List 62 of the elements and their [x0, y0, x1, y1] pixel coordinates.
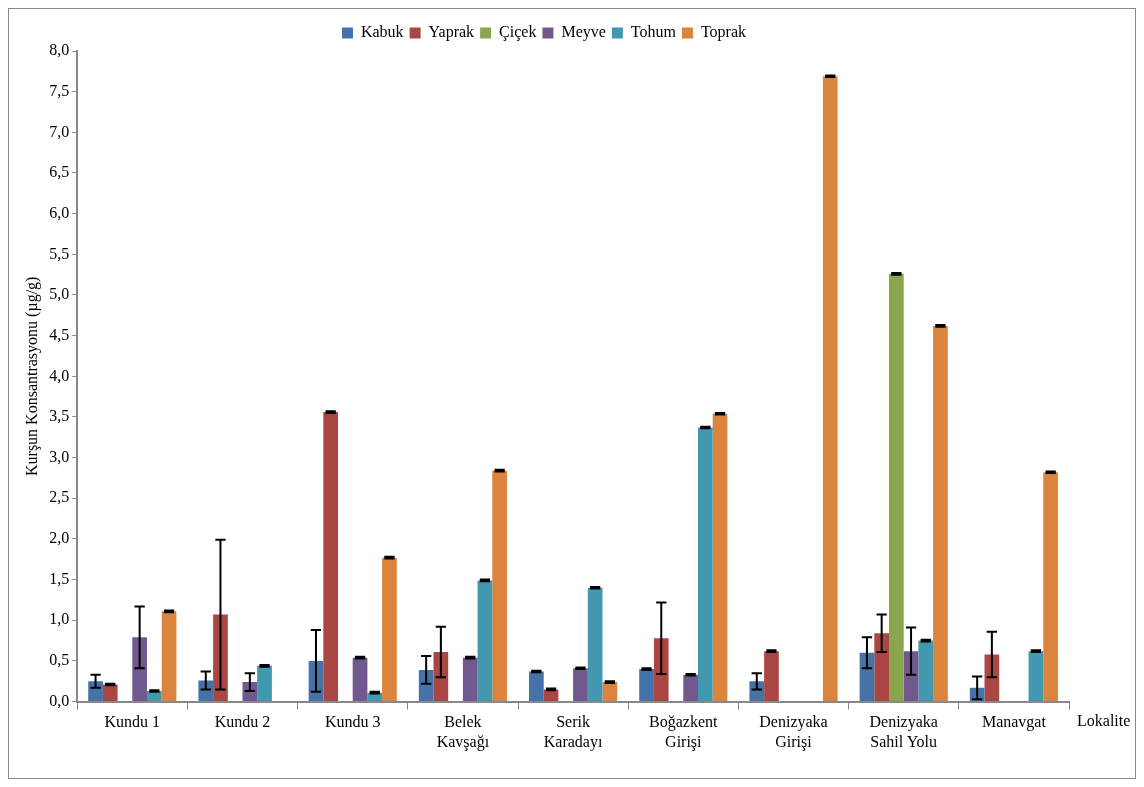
bar — [257, 665, 272, 702]
legend-label: Toprak — [700, 23, 747, 42]
bar — [492, 470, 507, 702]
bar — [918, 640, 934, 702]
bar — [697, 427, 713, 702]
x-tick-label: Belek Kavşağı — [436, 713, 490, 751]
y-tick-label: 2,0 — [49, 529, 70, 547]
legend-label: Kabuk — [360, 23, 404, 41]
bar — [573, 668, 588, 702]
x-tick-label: Kundu 3 — [324, 713, 381, 731]
legend-label: Çiçek — [499, 23, 537, 42]
y-axis-title: Kurşun Konsantrasyonu (µg/g) — [22, 276, 41, 477]
x-tick-label: Denizyaka Girişi — [759, 713, 828, 751]
bar — [602, 682, 618, 702]
bar — [102, 684, 118, 702]
bar — [132, 637, 147, 702]
bar — [889, 273, 904, 702]
bar — [587, 587, 603, 702]
y-tick-label: 6,5 — [49, 163, 70, 181]
bar — [462, 657, 478, 702]
x-tick-label: Serik Karadayı — [543, 713, 603, 751]
x-tick-label: Manavgat — [981, 713, 1047, 732]
bar — [822, 76, 838, 702]
y-tick-label: 7,0 — [49, 122, 70, 140]
bar — [1043, 472, 1058, 702]
y-tick-label: 6,0 — [49, 203, 70, 221]
legend-label: Tohum — [630, 23, 677, 41]
bar — [653, 638, 669, 702]
y-tick-label: 7,5 — [49, 81, 70, 99]
bar — [352, 657, 368, 702]
y-tick-label: 8,0 — [49, 41, 70, 59]
bar — [161, 611, 177, 702]
bar — [1028, 651, 1044, 702]
bar — [683, 674, 698, 702]
bar — [529, 671, 544, 702]
y-tick-label: 3,0 — [49, 447, 70, 465]
y-tick-label: 4,5 — [49, 325, 70, 343]
y-tick-label: 1,0 — [49, 610, 70, 628]
x-tick-label: Boğazkent Girişi — [649, 713, 719, 751]
bar — [712, 413, 728, 702]
bar — [764, 651, 779, 702]
y-tick-label: 0,5 — [49, 651, 70, 669]
x-tick-label: Kundu 2 — [214, 713, 271, 731]
bar — [639, 669, 654, 702]
x-tick-label: Kundu 1 — [104, 713, 161, 731]
y-tick-label: 4,0 — [49, 366, 70, 384]
x-tick-label: Denizyaka Sahil Yolu — [869, 713, 938, 750]
y-tick-label: 0,0 — [49, 691, 70, 709]
bar — [933, 325, 948, 702]
bar — [382, 557, 397, 702]
y-tick-label: 1,5 — [49, 569, 70, 587]
bar — [477, 580, 493, 702]
bar — [323, 412, 339, 702]
legend-label: Meyve — [561, 23, 606, 42]
legend-label: Yaprak — [428, 23, 475, 42]
y-tick-label: 5,0 — [49, 285, 70, 303]
bar — [418, 669, 434, 702]
y-tick-label: 2,5 — [49, 488, 70, 506]
bar — [874, 633, 890, 702]
x-axis-title: Lokalite — [1077, 711, 1131, 729]
y-tick-label: 5,5 — [49, 244, 70, 262]
y-tick-label: 3,5 — [49, 407, 70, 425]
